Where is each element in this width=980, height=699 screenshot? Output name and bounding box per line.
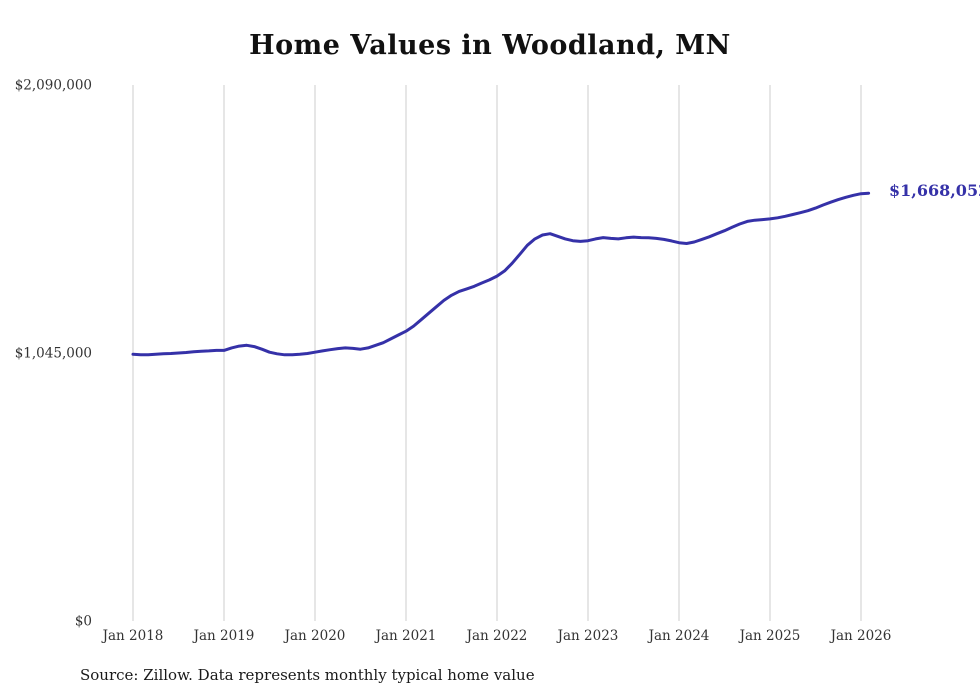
- x-tick-label: Jan 2023: [556, 628, 619, 644]
- source-note: Source: Zillow. Data represents monthly …: [80, 666, 535, 684]
- home-value-line: [131, 191, 871, 357]
- x-tick-label: Jan 2022: [465, 628, 528, 644]
- x-tick-label: Jan 2024: [647, 628, 710, 644]
- x-tick-label: Jan 2018: [101, 628, 164, 644]
- end-value-label: $1,668,052: [889, 181, 980, 200]
- y-tick-label: $0: [75, 614, 92, 630]
- x-tick-label: Jan 2025: [738, 628, 801, 644]
- x-tick-label: Jan 2021: [374, 628, 437, 644]
- x-axis-labels-group: Jan 2018 Jan 2019 Jan 2020 Jan 2021 Jan 2022…: [101, 628, 892, 644]
- y-axis-labels-group: $0 $1,045,000 $2,090,000: [15, 78, 92, 630]
- x-tick-label: Jan 2020: [283, 628, 346, 644]
- line-series-group: [131, 191, 871, 357]
- chart-title: Home Values in Woodland, MN: [249, 30, 731, 61]
- x-tick-label: Jan 2026: [829, 628, 892, 644]
- gridlines-group: [132, 85, 862, 621]
- x-tick-label: Jan 2019: [192, 628, 255, 644]
- y-tick-label: $1,045,000: [15, 346, 92, 362]
- y-tick-label: $2,090,000: [15, 78, 92, 94]
